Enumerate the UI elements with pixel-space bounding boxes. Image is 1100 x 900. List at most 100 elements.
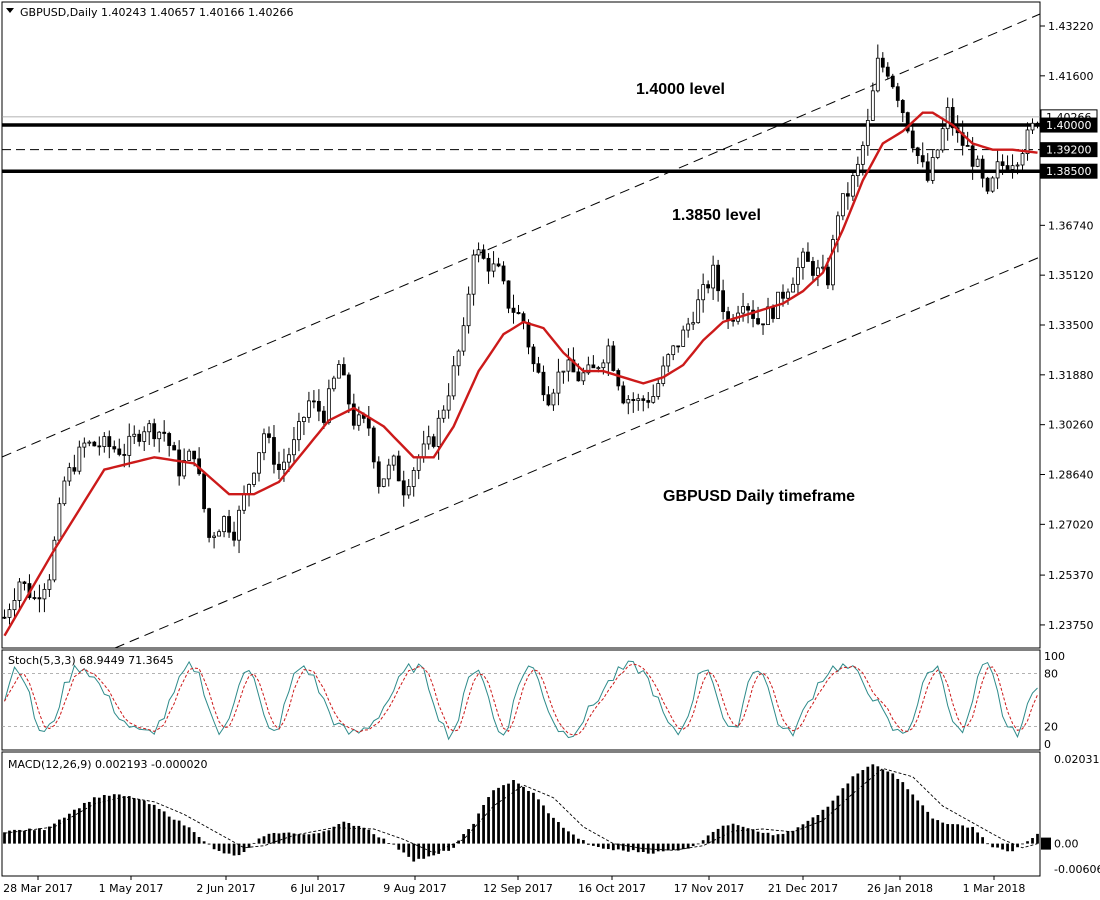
macd-histogram-bar [631,843,635,851]
macd-histogram-bar [661,843,665,852]
macd-signal-line [4,767,1038,854]
candle-body [292,439,296,456]
candle-body [217,531,221,537]
macd-histogram-bar [666,843,670,851]
time-tick-label: 26 Jan 2018 [867,882,933,895]
candle-body [516,312,521,315]
macd-histogram-bar [936,820,940,844]
price-tag-label: 1.40000 [1046,119,1092,132]
candle-body [82,442,87,448]
macd-histogram-bar [312,833,316,844]
candle-body [696,299,701,324]
macd-histogram-bar [691,843,695,847]
macd-histogram-bar [606,843,610,850]
macd-histogram-bar [187,827,191,844]
candle-body [541,371,546,396]
macd-histogram-bar [322,831,326,844]
macd-histogram-bar [871,764,875,844]
candle-body [571,359,576,373]
macd-tick-label: 0.00 [1054,838,1079,851]
time-tick-label: 1 May 2017 [99,882,164,895]
macd-histogram-bar [217,843,221,851]
dropdown-arrow-icon[interactable] [6,8,14,13]
candle-body [12,600,17,611]
macd-histogram-bar [267,833,271,844]
candle-body [47,579,52,590]
candle-body [2,616,7,619]
candle-body [756,318,760,325]
macd-histogram-bar [846,783,850,844]
candle-body [706,284,711,289]
candle-body [1000,161,1005,166]
macd-histogram-bar [562,827,565,844]
macd-histogram-bar [487,797,490,844]
candle-body [1015,164,1020,167]
candle-body [940,128,945,151]
macd-histogram-bar [586,843,590,845]
macd-histogram-bar [112,794,116,844]
candle-body [242,493,246,511]
candle-body [970,145,975,167]
macd-histogram-bar [222,843,226,854]
macd-histogram-bar [262,836,266,844]
macd-histogram-bar [736,825,740,844]
candle-body [307,400,311,418]
macd-histogram-bar [731,823,735,844]
macd-histogram-bar [257,838,261,844]
candle-body [471,254,476,295]
candle-body [731,319,735,322]
channel-lower-line [114,256,1041,649]
candle-body [37,597,42,600]
macd-histogram-bar [277,833,281,844]
macd-histogram-bar [63,817,66,844]
candle-body [641,398,646,401]
macd-histogram-bar [1036,833,1039,844]
price-tick-label: 1.28640 [1048,469,1094,482]
stochastic-tick-label: 20 [1044,720,1058,733]
macd-histogram-bar [641,843,645,853]
candle-body [656,383,661,397]
macd-histogram-bar [706,835,710,844]
macd-histogram-bar [107,795,111,844]
candle-body [102,436,107,447]
macd-histogram-bar [931,818,935,844]
price-tick-label: 1.33500 [1048,319,1094,332]
candle-body [321,410,326,423]
candle-body [147,423,152,433]
macd-histogram-bar [801,824,805,844]
macd-histogram-bar [447,843,451,851]
macd-histogram-bar [442,843,446,851]
macd-histogram-bar [726,825,730,844]
candle-body [1005,165,1010,170]
macd-histogram-bar [192,832,196,844]
candle-body [965,145,970,147]
macd-histogram-bar [252,842,256,844]
candle-body [791,283,795,293]
macd-histogram-bar [946,824,950,844]
candle-body [137,433,142,442]
candle-body [157,431,162,440]
macd-histogram-bar [347,823,351,844]
candle-body [606,345,611,364]
candle-body [366,417,371,429]
macd-histogram-bar [357,825,361,844]
candle-body [72,467,77,472]
candle-body [885,66,890,77]
macd-histogram-bar [1006,843,1009,852]
candle-body [566,359,571,372]
candle-body [771,306,775,319]
macd-histogram-bar [646,843,650,854]
macd-histogram-bar [412,843,416,862]
trend-channel [1,13,1041,649]
macd-panel-frame [1,751,1041,877]
candle-body [461,325,466,352]
candle-body [811,261,815,276]
candle-body [92,441,97,447]
candle-body [247,484,251,495]
macd-histogram-bar [856,773,860,844]
macd-histogram-bar [387,843,391,845]
candle-body [312,400,316,403]
macd-histogram-bar [861,770,865,844]
time-tick-label: 1 Mar 2018 [963,882,1026,895]
candle-body [681,329,686,347]
